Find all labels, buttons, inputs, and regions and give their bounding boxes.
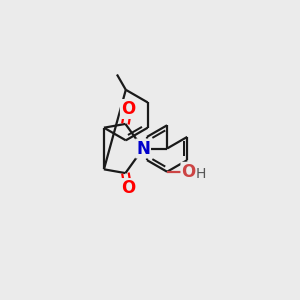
Text: O: O bbox=[121, 179, 135, 197]
Text: O: O bbox=[182, 163, 196, 181]
Text: N: N bbox=[136, 140, 150, 158]
Text: O: O bbox=[121, 100, 135, 118]
Text: H: H bbox=[196, 167, 206, 181]
